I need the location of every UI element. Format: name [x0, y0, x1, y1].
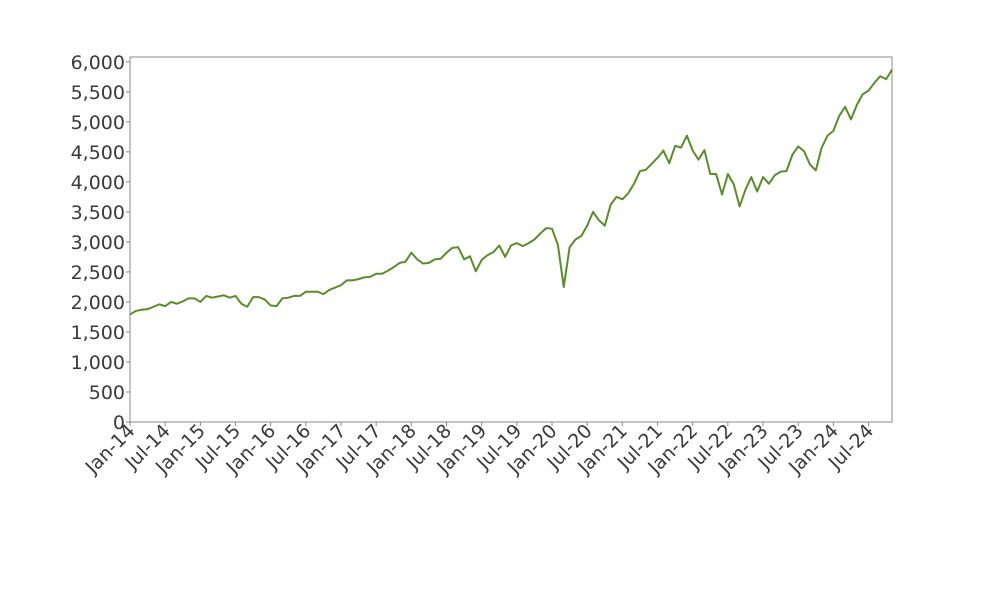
y-tick-label: 2,000 — [71, 292, 125, 314]
y-tick-label: 3,500 — [71, 202, 125, 224]
y-tick-label: 0 — [113, 412, 125, 434]
line-series — [129, 69, 893, 316]
plot-area — [129, 56, 893, 423]
y-tick-label: 1,000 — [71, 352, 125, 374]
y-tick-label: 3,000 — [71, 232, 125, 254]
y-tick-label: 1,500 — [71, 322, 125, 344]
y-tick-label: 5,500 — [71, 82, 125, 104]
y-tick-label: 4,000 — [71, 172, 125, 194]
y-tick-label: 5,000 — [71, 112, 125, 134]
y-tick-label: 500 — [89, 382, 125, 404]
y-tick-label: 4,500 — [71, 142, 125, 164]
y-tick-label: 2,500 — [71, 262, 125, 284]
y-tick-label: 6,000 — [71, 52, 125, 74]
